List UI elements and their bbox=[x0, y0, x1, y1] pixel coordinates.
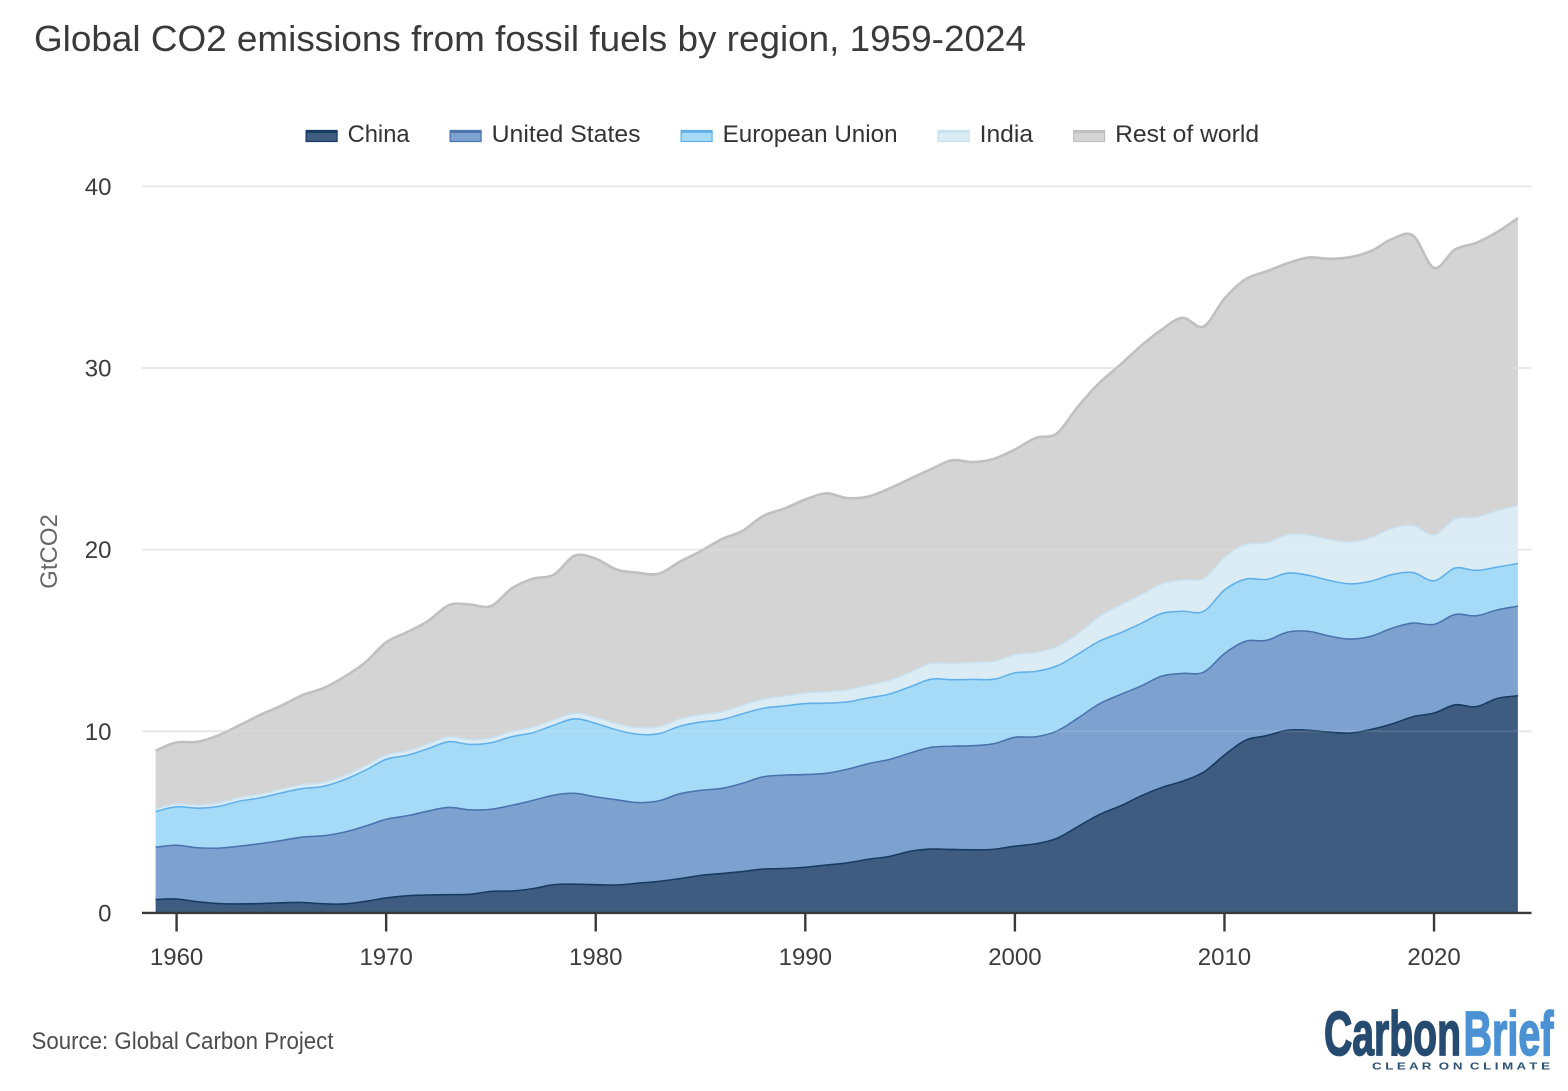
svg-text:India: India bbox=[980, 121, 1034, 148]
svg-text:China: China bbox=[348, 121, 411, 148]
svg-text:1970: 1970 bbox=[359, 944, 412, 971]
svg-text:30: 30 bbox=[85, 356, 112, 383]
svg-text:C L E A R O N C L I M A T E: C L E A R O N C L I M A T E bbox=[1372, 1062, 1550, 1073]
svg-text:2010: 2010 bbox=[1198, 944, 1251, 971]
svg-text:1960: 1960 bbox=[150, 944, 203, 971]
svg-text:0: 0 bbox=[98, 901, 111, 928]
svg-text:GtCO2: GtCO2 bbox=[36, 514, 63, 589]
svg-text:Global CO2 emissions from foss: Global CO2 emissions from fossil fuels b… bbox=[34, 18, 1026, 59]
svg-text:2000: 2000 bbox=[988, 944, 1041, 971]
svg-text:CarbonBrief: CarbonBrief bbox=[1324, 1000, 1554, 1069]
svg-text:European Union: European Union bbox=[723, 121, 898, 148]
svg-text:1980: 1980 bbox=[569, 944, 622, 971]
svg-text:1990: 1990 bbox=[779, 944, 832, 971]
svg-text:10: 10 bbox=[85, 719, 112, 746]
svg-text:Rest of world: Rest of world bbox=[1115, 121, 1259, 148]
svg-text:20: 20 bbox=[85, 537, 112, 564]
svg-text:2020: 2020 bbox=[1407, 944, 1460, 971]
svg-text:Source: Global Carbon Project: Source: Global Carbon Project bbox=[32, 1028, 334, 1055]
svg-text:40: 40 bbox=[85, 174, 112, 201]
svg-text:United States: United States bbox=[492, 121, 641, 148]
